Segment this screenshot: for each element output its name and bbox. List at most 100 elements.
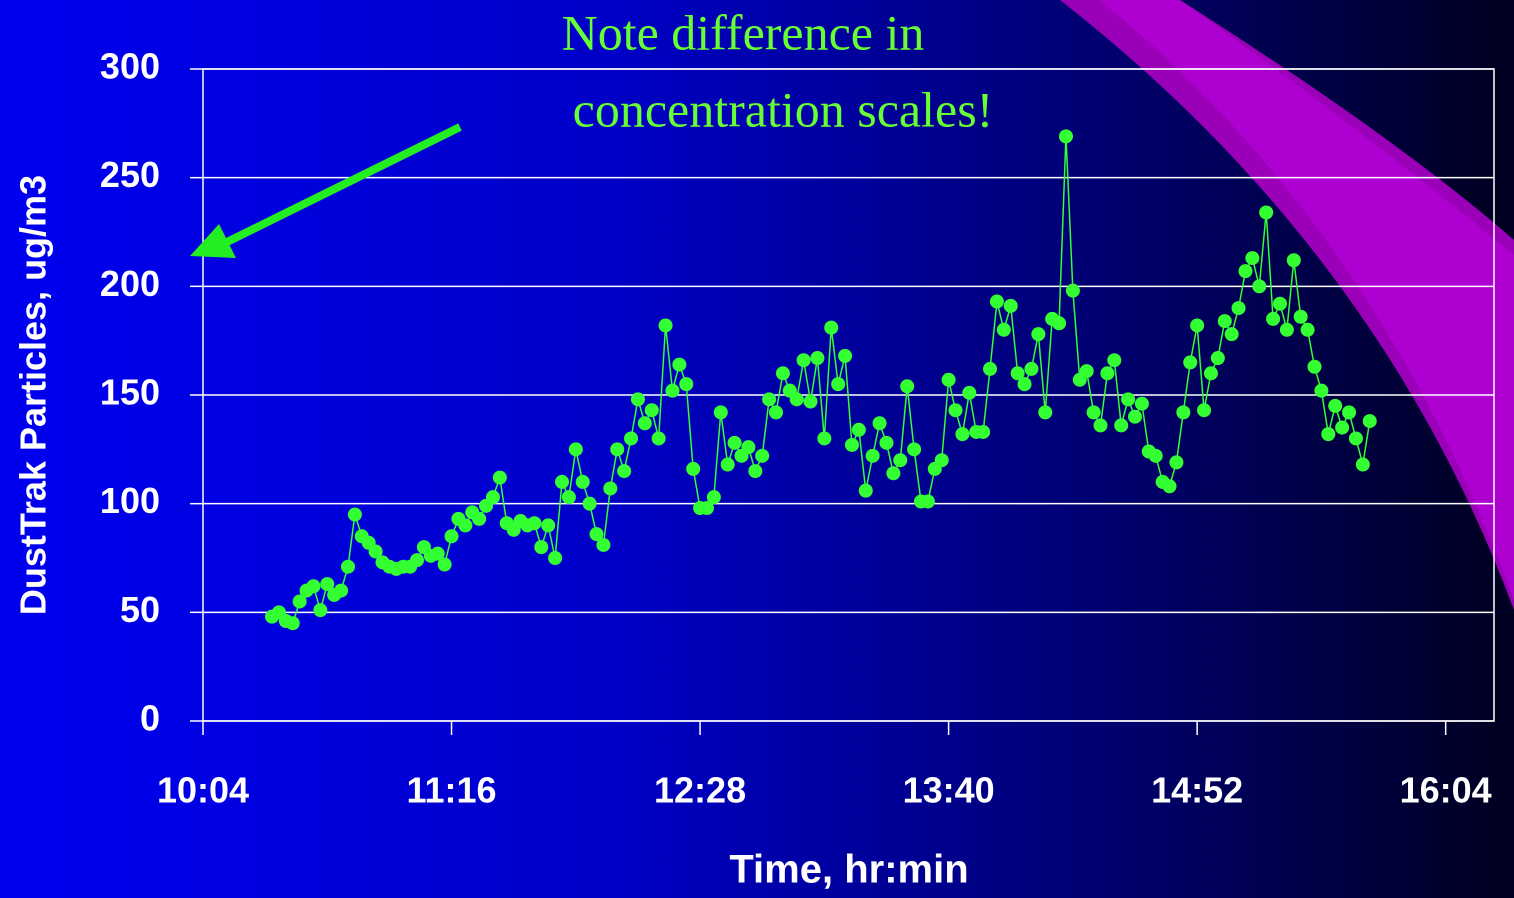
data-point: [672, 357, 687, 372]
data-point: [1107, 353, 1122, 368]
data-point: [1010, 366, 1025, 381]
data-point: [651, 431, 666, 446]
data-point: [1162, 479, 1177, 494]
data-point: [1279, 322, 1294, 337]
data-point: [720, 457, 735, 472]
data-point: [1224, 327, 1239, 342]
data-point: [561, 490, 576, 505]
data-point: [334, 583, 349, 598]
data-point: [575, 474, 590, 489]
data-point: [762, 392, 777, 407]
data-point: [844, 437, 859, 452]
data-point: [1348, 431, 1363, 446]
y-tick-label: 100: [100, 480, 160, 521]
data-point: [983, 361, 998, 376]
data-point: [1003, 298, 1018, 313]
data-point: [996, 322, 1011, 337]
data-point: [989, 294, 1004, 309]
y-tick-label: 200: [100, 263, 160, 304]
data-point: [1355, 457, 1370, 472]
y-axis-label: DustTrak Particles, ug/m3: [13, 175, 54, 615]
data-point: [879, 435, 894, 450]
data-point: [582, 496, 597, 511]
data-point: [1259, 205, 1274, 220]
data-point: [1217, 314, 1232, 329]
data-point: [679, 377, 694, 392]
data-point: [775, 366, 790, 381]
data-point: [769, 405, 784, 420]
data-point: [437, 557, 452, 572]
data-point: [976, 424, 991, 439]
y-tick-label: 0: [140, 698, 160, 739]
data-point: [831, 377, 846, 392]
x-axis-label: Time, hr:min: [729, 848, 968, 892]
data-point: [941, 372, 956, 387]
data-point: [1024, 361, 1039, 376]
data-point: [320, 577, 335, 592]
data-point: [1114, 418, 1129, 433]
series-line: [271, 136, 1371, 625]
data-point: [741, 440, 756, 455]
data-point: [617, 464, 632, 479]
data-point: [838, 348, 853, 363]
data-point: [410, 553, 425, 568]
x-tick-label: 12:28: [654, 770, 746, 811]
data-point: [624, 431, 639, 446]
data-point: [347, 507, 362, 522]
data-point: [1300, 322, 1315, 337]
data-point: [713, 405, 728, 420]
data-point: [1190, 318, 1205, 333]
data-point: [907, 442, 922, 457]
data-point: [1328, 398, 1343, 413]
data-point: [1052, 316, 1067, 331]
data-point: [368, 544, 383, 559]
data-point: [1231, 301, 1246, 316]
data-point: [1065, 283, 1080, 298]
data-point: [955, 427, 970, 442]
data-point: [934, 453, 949, 468]
data-point: [824, 320, 839, 335]
data-point: [430, 546, 445, 561]
x-tick-label: 10:04: [157, 770, 249, 811]
data-point: [1017, 377, 1032, 392]
data-point: [589, 527, 604, 542]
data-point: [851, 422, 866, 437]
annotation-line2: concentration scales!: [573, 81, 994, 137]
data-point: [1252, 279, 1267, 294]
data-point: [1286, 253, 1301, 268]
data-point: [755, 448, 770, 463]
data-point: [962, 385, 977, 400]
data-point: [458, 518, 473, 533]
data-point: [1335, 420, 1350, 435]
data-point: [1058, 129, 1073, 144]
data-point: [292, 594, 307, 609]
data-point: [1169, 455, 1184, 470]
data-point: [658, 318, 673, 333]
y-tick-label: 150: [100, 372, 160, 413]
data-point: [568, 442, 583, 457]
data-point: [1245, 251, 1260, 266]
data-point: [1293, 309, 1308, 324]
x-tick-label: 14:52: [1151, 770, 1243, 811]
data-point: [1183, 355, 1198, 370]
data-point: [686, 461, 701, 476]
decor-swoosh-light: [1100, 0, 1514, 600]
data-point: [637, 416, 652, 431]
data-point: [865, 448, 880, 463]
data-point: [472, 511, 487, 526]
data-point: [886, 466, 901, 481]
data-point: [706, 490, 721, 505]
data-point: [444, 529, 459, 544]
data-point: [699, 501, 714, 516]
data-point: [548, 551, 563, 565]
data-point: [1203, 366, 1218, 381]
data-point: [1128, 409, 1143, 424]
x-tick-label: 11:16: [406, 770, 496, 811]
data-point: [810, 351, 825, 366]
data-point: [1272, 296, 1287, 311]
data-point: [644, 403, 659, 418]
data-point: [872, 416, 887, 431]
annotation-line1: Note difference in: [562, 4, 925, 60]
data-point: [554, 474, 569, 489]
data-point: [1038, 405, 1053, 420]
